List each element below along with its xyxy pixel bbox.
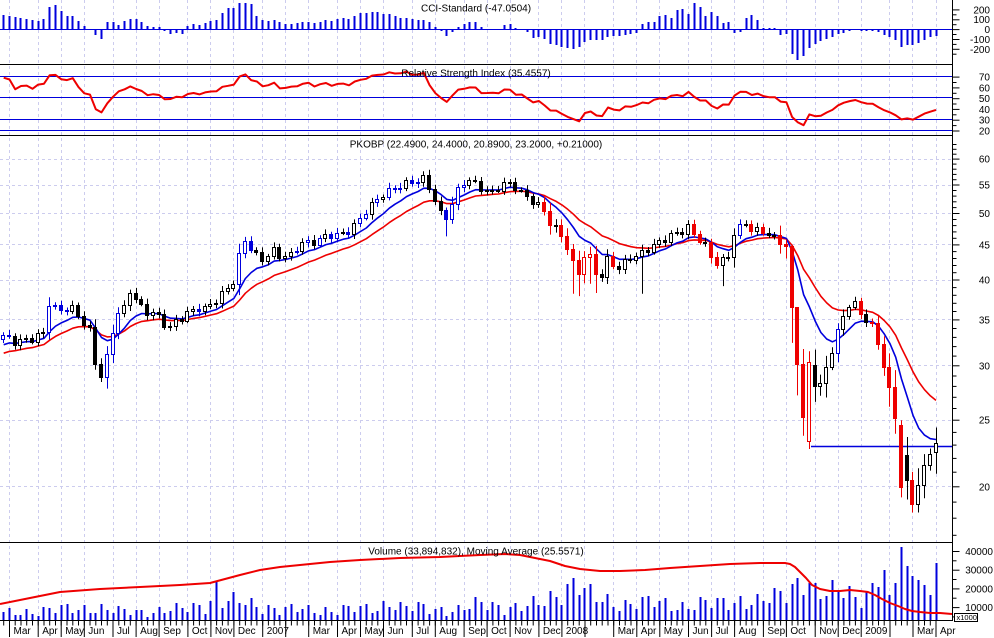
svg-text:70: 70 [979, 73, 991, 84]
svg-text:Nov: Nov [215, 626, 233, 637]
svg-text:Dec: Dec [543, 626, 561, 637]
svg-text:Nov: Nov [514, 626, 532, 637]
svg-text:May: May [65, 626, 84, 637]
svg-text:Sep: Sep [767, 626, 785, 637]
svg-text:2008: 2008 [566, 626, 589, 637]
svg-text:Sep: Sep [468, 626, 486, 637]
svg-text:Jun: Jun [88, 626, 104, 637]
svg-text:30000: 30000 [965, 566, 993, 577]
svg-text:Jul: Jul [416, 626, 429, 637]
svg-text:100: 100 [973, 15, 990, 26]
svg-text:35: 35 [979, 315, 991, 326]
svg-text:30: 30 [979, 116, 991, 127]
svg-text:Jun: Jun [388, 626, 404, 637]
svg-text:Apr: Apr [342, 626, 358, 637]
svg-text:Mar: Mar [917, 626, 935, 637]
svg-text:20: 20 [979, 482, 991, 493]
svg-text:Apr: Apr [641, 626, 657, 637]
svg-text:May: May [664, 626, 683, 637]
svg-text:Mar: Mar [618, 626, 636, 637]
svg-text:-100: -100 [970, 35, 990, 46]
svg-text:55: 55 [979, 181, 991, 192]
svg-text:Mar: Mar [14, 626, 32, 637]
svg-text:40: 40 [979, 276, 991, 287]
svg-text:2009: 2009 [865, 626, 888, 637]
svg-text:-200: -200 [970, 45, 990, 56]
svg-text:May: May [365, 626, 384, 637]
svg-text:Jun: Jun [693, 626, 709, 637]
svg-text:40: 40 [979, 105, 991, 116]
svg-text:200: 200 [973, 5, 990, 16]
svg-text:10000: 10000 [965, 603, 993, 614]
svg-text:Oct: Oct [192, 626, 208, 637]
svg-text:PKOBP (22.4900, 24.4000, 20.89: PKOBP (22.4900, 24.4000, 20.8900, 23.200… [350, 140, 603, 151]
svg-text:Dec: Dec [842, 626, 860, 637]
svg-text:Jul: Jul [117, 626, 130, 637]
svg-text:Dec: Dec [238, 626, 256, 637]
svg-text:Sep: Sep [163, 626, 181, 637]
svg-text:Relative Strength Index (35.45: Relative Strength Index (35.4557) [401, 69, 551, 80]
svg-text:Oct: Oct [790, 626, 806, 637]
svg-text:Apr: Apr [940, 626, 956, 637]
svg-text:Jul: Jul [716, 626, 729, 637]
svg-text:45: 45 [979, 240, 991, 251]
svg-text:0: 0 [984, 25, 990, 36]
svg-text:Volume (33,894,832), Moving Av: Volume (33,894,832), Moving Average (25.… [368, 547, 584, 558]
svg-text:x1000: x1000 [957, 613, 977, 622]
svg-text:40000: 40000 [965, 547, 993, 558]
svg-text:CCI-Standard (-47.0504): CCI-Standard (-47.0504) [421, 4, 531, 15]
svg-text:20000: 20000 [965, 584, 993, 595]
svg-text:2007: 2007 [267, 626, 290, 637]
svg-text:50: 50 [979, 209, 991, 220]
svg-text:Mar: Mar [313, 626, 331, 637]
svg-text:50: 50 [979, 94, 991, 105]
svg-text:30: 30 [979, 361, 991, 372]
svg-text:60: 60 [979, 83, 991, 94]
svg-text:Nov: Nov [819, 626, 837, 637]
svg-text:Apr: Apr [42, 626, 58, 637]
svg-text:Aug: Aug [439, 626, 457, 637]
svg-text:25: 25 [979, 416, 991, 427]
svg-text:Aug: Aug [739, 626, 757, 637]
svg-text:20: 20 [979, 127, 991, 138]
svg-text:Oct: Oct [491, 626, 507, 637]
svg-text:60: 60 [979, 155, 991, 166]
svg-text:Aug: Aug [140, 626, 158, 637]
